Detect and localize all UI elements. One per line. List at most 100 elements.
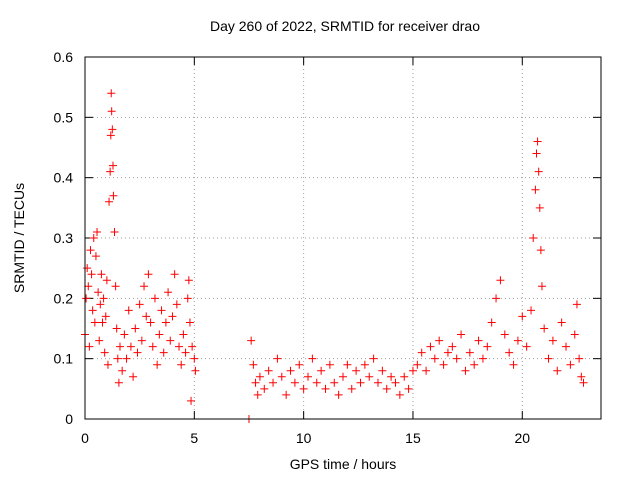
data-point — [94, 288, 103, 297]
data-point — [513, 336, 522, 345]
data-point — [249, 360, 258, 369]
data-point — [93, 227, 102, 236]
data-point — [114, 378, 123, 387]
data-point — [164, 288, 173, 297]
data-point — [443, 348, 452, 357]
data-point — [531, 185, 540, 194]
data-point — [500, 330, 509, 339]
data-point — [343, 360, 352, 369]
data-point — [83, 264, 92, 273]
data-point — [161, 318, 170, 327]
data-point — [111, 282, 120, 291]
data-point — [544, 354, 553, 363]
data-point — [103, 360, 112, 369]
data-point — [129, 372, 138, 381]
data-point — [126, 342, 135, 351]
data-point — [575, 354, 584, 363]
y-axis-label: SRMTID / TECUs — [11, 182, 27, 294]
data-point — [295, 360, 304, 369]
data-point — [373, 378, 382, 387]
data-point — [325, 360, 334, 369]
data-point — [177, 360, 186, 369]
data-point — [536, 246, 545, 255]
data-point — [191, 366, 200, 375]
data-point — [330, 378, 339, 387]
data-point — [148, 342, 157, 351]
data-point — [135, 300, 144, 309]
data-point — [534, 167, 543, 176]
x-tick-label: 5 — [190, 430, 198, 446]
data-point — [172, 300, 181, 309]
data-point — [122, 354, 131, 363]
data-point — [457, 330, 466, 339]
data-point — [339, 372, 347, 381]
data-point — [509, 360, 518, 369]
data-point — [133, 348, 142, 357]
data-point — [269, 378, 278, 387]
data-point — [369, 354, 378, 363]
data-point — [553, 366, 562, 375]
data-point — [155, 330, 164, 339]
data-point — [97, 270, 106, 279]
data-point — [413, 360, 422, 369]
data-points — [81, 89, 588, 423]
data-point — [273, 354, 282, 363]
data-point — [260, 384, 269, 393]
data-point — [426, 342, 435, 351]
data-point — [579, 378, 588, 387]
chart-title: Day 260 of 2022, SRMTID for receiver dra… — [209, 18, 480, 34]
data-point — [487, 318, 496, 327]
data-point — [106, 131, 115, 140]
data-point — [408, 366, 417, 375]
data-point — [492, 294, 501, 303]
data-point — [86, 246, 95, 255]
data-point — [142, 312, 151, 321]
data-point — [360, 360, 369, 369]
data-point — [84, 282, 93, 291]
y-tick-label: 0.4 — [54, 170, 74, 186]
data-point — [98, 318, 107, 327]
data-point — [308, 354, 317, 363]
data-point — [321, 384, 330, 393]
data-point — [505, 348, 514, 357]
x-tick-label: 20 — [514, 430, 530, 446]
data-point — [247, 336, 256, 345]
data-point — [317, 366, 326, 375]
data-point — [157, 306, 166, 315]
data-point — [168, 312, 177, 321]
data-point — [474, 336, 483, 345]
data-point — [277, 372, 286, 381]
data-point — [170, 270, 179, 279]
data-point — [88, 306, 97, 315]
data-point — [253, 390, 262, 399]
data-point — [140, 282, 149, 291]
data-point — [540, 324, 549, 333]
plot-frame — [84, 56, 602, 420]
data-point — [537, 282, 546, 291]
data-point — [82, 294, 91, 303]
data-point — [144, 270, 153, 279]
data-point — [85, 342, 94, 351]
data-point — [286, 366, 295, 375]
data-point — [107, 89, 116, 98]
y-tick-label: 0.3 — [54, 230, 74, 246]
data-point — [518, 312, 527, 321]
y-tick-label: 0.5 — [54, 109, 74, 125]
data-point — [112, 324, 121, 333]
data-point — [557, 318, 566, 327]
data-point — [422, 366, 431, 375]
data-point — [107, 107, 116, 116]
data-point — [282, 390, 291, 399]
data-point — [448, 342, 457, 351]
data-point — [417, 348, 426, 357]
data-point — [529, 234, 538, 242]
data-point — [356, 378, 365, 387]
data-point — [365, 372, 374, 381]
y-tick-label: 0.2 — [54, 290, 74, 306]
data-point — [439, 360, 448, 369]
data-point — [347, 384, 356, 393]
data-point — [175, 342, 184, 351]
data-point — [106, 167, 115, 176]
data-point — [470, 360, 479, 369]
